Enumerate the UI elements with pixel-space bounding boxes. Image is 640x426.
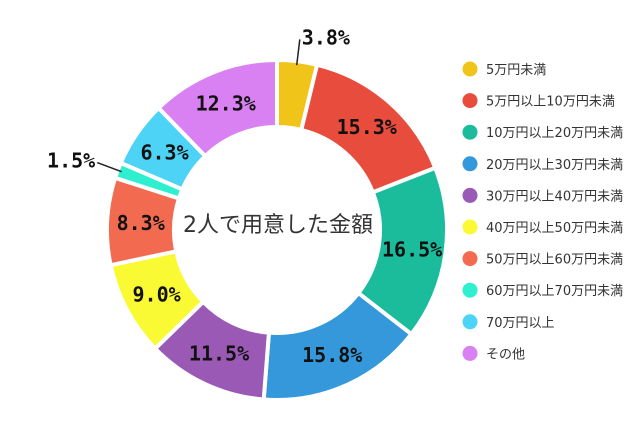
- legend-label: 60万円以上70万円未満: [486, 284, 623, 299]
- legend-swatch: [462, 156, 478, 172]
- legend-swatch: [462, 314, 478, 330]
- legend-swatch: [462, 345, 478, 361]
- legend-label: 70万円以上: [486, 316, 555, 331]
- legend-item-2: 5万円以上10万円未満: [462, 93, 615, 110]
- legend-item-9: 70万円以上: [462, 314, 555, 331]
- legend-label: 5万円未満: [486, 63, 546, 78]
- slice-value-label: 15.3%: [337, 115, 397, 139]
- legend-label: 20万円以上30万円未満: [486, 158, 623, 173]
- leader-line: [295, 39, 301, 66]
- legend-item-5: 30万円以上40万円未満: [462, 187, 623, 204]
- legend-label: 30万円以上40万円未満: [486, 189, 623, 204]
- leader-line: [96, 161, 122, 173]
- legend-item-3: 10万円以上20万円未満: [462, 124, 623, 141]
- legend-swatch: [462, 282, 478, 298]
- slice-value-label: 9.0%: [132, 282, 180, 306]
- slice-value-label: 6.3%: [140, 141, 188, 165]
- slice-value-label: 1.5%: [47, 149, 95, 173]
- legend-item-8: 60万円以上70万円未満: [462, 282, 623, 299]
- legend: 5万円未満 5万円以上10万円未満 10万円以上20万円未満 20万円以上30万円未満…: [462, 61, 623, 362]
- legend-label: 5万円以上10万円未満: [486, 95, 615, 110]
- legend-swatch: [462, 93, 478, 109]
- donut-slices: [105, 57, 449, 402]
- slice-value-label: 3.8%: [302, 25, 350, 49]
- slice-10: [155, 57, 279, 159]
- slice-value-label: 11.5%: [189, 342, 249, 366]
- legend-swatch: [462, 219, 478, 235]
- legend-label: その他: [486, 347, 525, 362]
- legend-label: 40万円以上50万円未満: [486, 221, 623, 236]
- chart-title: 2人で用意した金額: [183, 213, 373, 238]
- slice-value-label: 8.3%: [117, 211, 165, 235]
- legend-item-4: 20万円以上30万円未満: [462, 156, 623, 173]
- slice-value-label: 15.8%: [302, 343, 362, 367]
- slice-value-label: 12.3%: [196, 92, 256, 116]
- legend-item-10: その他: [462, 345, 525, 362]
- legend-item-6: 40万円以上50万円未満: [462, 219, 623, 236]
- slice-labels: 3.8% 15.3% 16.5% 15.8% 11.5% 9.0% 8.3% 1.5% 6.3%…: [47, 25, 442, 366]
- legend-swatch: [462, 124, 478, 140]
- legend-swatch: [462, 251, 478, 267]
- legend-swatch: [462, 187, 478, 203]
- slice-value-label: 16.5%: [382, 237, 442, 261]
- legend-swatch: [462, 61, 478, 77]
- legend-label: 10万円以上20万円未満: [486, 126, 623, 141]
- legend-label: 50万円以上60万円未満: [486, 253, 623, 268]
- legend-item-7: 50万円以上60万円未満: [462, 251, 623, 268]
- legend-item-1: 5万円未満: [462, 61, 546, 78]
